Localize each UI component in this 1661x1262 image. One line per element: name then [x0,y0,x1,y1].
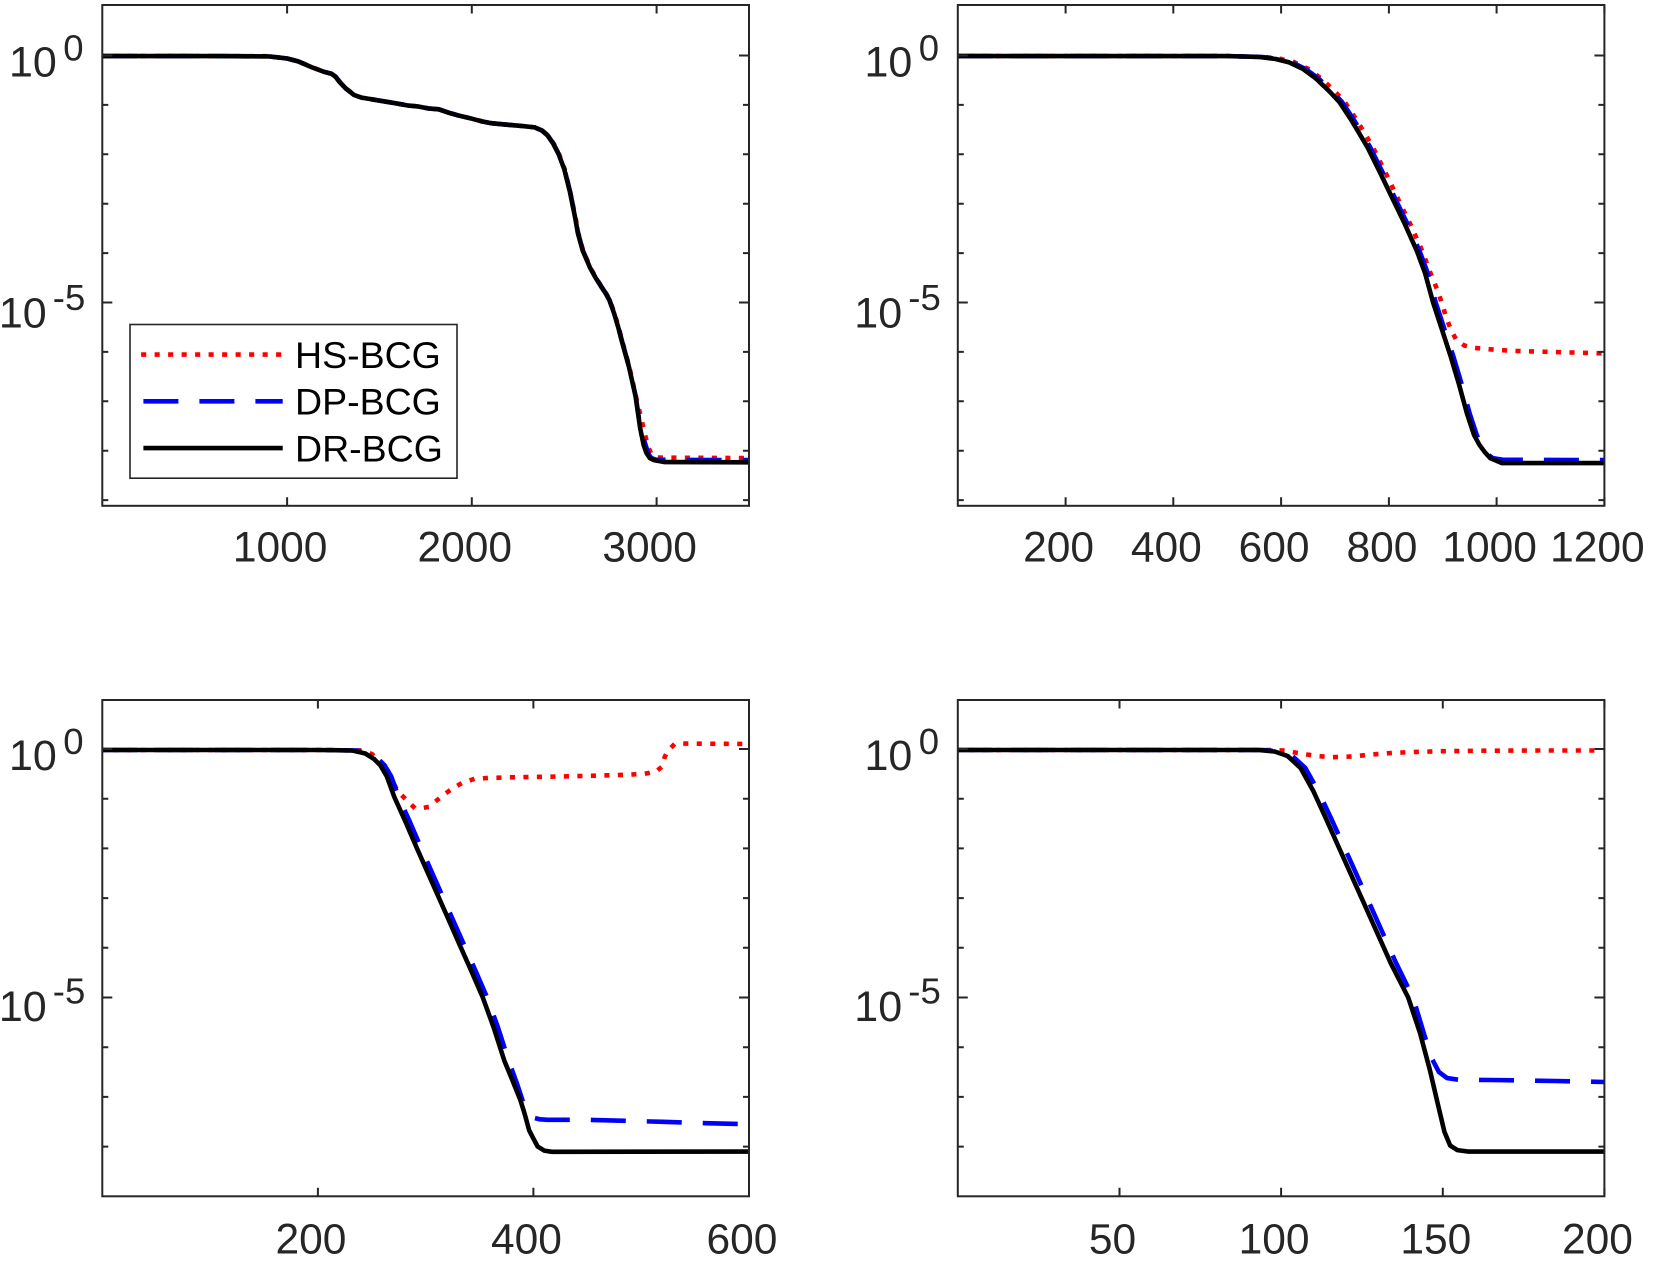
svg-text:200: 200 [1023,525,1094,572]
svg-text:50: 50 [1089,1216,1136,1257]
svg-text:10: 10 [9,38,57,86]
svg-text:100: 100 [1239,1216,1310,1257]
svg-text:2000: 2000 [418,525,513,572]
svg-text:-5: -5 [908,277,940,318]
svg-text:0: 0 [63,28,83,69]
svg-text:1000: 1000 [1442,525,1537,572]
svg-text:0: 0 [919,28,939,69]
svg-text:400: 400 [491,1216,562,1257]
svg-text:200: 200 [1562,1216,1633,1257]
svg-text:0: 0 [63,721,83,762]
svg-text:600: 600 [1239,525,1310,572]
svg-text:150: 150 [1400,1216,1471,1257]
svg-text:400: 400 [1131,525,1202,572]
svg-text:HS-BCG: HS-BCG [295,334,441,376]
svg-text:-5: -5 [53,277,85,318]
svg-text:10: 10 [9,732,57,780]
svg-text:DP-BCG: DP-BCG [295,381,441,423]
svg-text:600: 600 [707,1216,778,1257]
svg-text:3000: 3000 [602,525,697,572]
svg-text:10: 10 [854,983,902,1031]
svg-text:1200: 1200 [1550,525,1645,572]
svg-text:-5: -5 [908,970,940,1011]
svg-text:10: 10 [0,983,47,1031]
svg-text:10: 10 [865,732,913,780]
svg-text:10: 10 [0,289,47,337]
svg-text:800: 800 [1346,525,1417,572]
svg-text:DR-BCG: DR-BCG [295,428,443,470]
svg-text:-5: -5 [53,970,85,1011]
svg-text:10: 10 [865,38,913,86]
svg-text:10: 10 [854,289,902,337]
svg-text:200: 200 [275,1216,346,1257]
svg-text:0: 0 [919,721,939,762]
svg-text:1000: 1000 [233,525,328,572]
